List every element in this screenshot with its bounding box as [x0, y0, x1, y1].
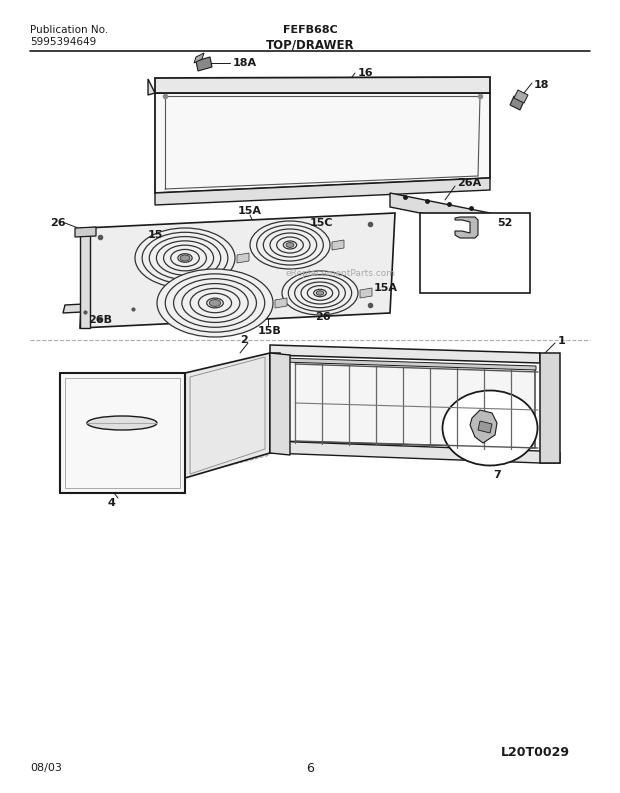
Polygon shape [185, 353, 270, 478]
Polygon shape [196, 57, 212, 71]
Text: 15A: 15A [374, 283, 398, 293]
Polygon shape [80, 213, 395, 328]
Polygon shape [540, 353, 560, 463]
Polygon shape [270, 345, 540, 363]
Text: 1: 1 [558, 336, 565, 346]
Text: 26: 26 [50, 218, 66, 228]
Ellipse shape [282, 271, 358, 315]
Polygon shape [332, 240, 344, 250]
Text: 15B: 15B [258, 326, 281, 336]
Polygon shape [514, 90, 528, 103]
Polygon shape [148, 79, 155, 95]
Polygon shape [60, 373, 185, 493]
Text: 4: 4 [108, 498, 116, 508]
Text: L20T0029: L20T0029 [501, 746, 570, 760]
Polygon shape [63, 288, 380, 313]
Polygon shape [270, 353, 280, 453]
Text: 7: 7 [493, 470, 501, 480]
Polygon shape [282, 358, 536, 370]
Ellipse shape [443, 390, 538, 465]
Polygon shape [280, 361, 535, 448]
Text: eReplacementParts.com: eReplacementParts.com [285, 269, 395, 278]
Polygon shape [155, 77, 490, 93]
Text: 18: 18 [534, 80, 549, 90]
Ellipse shape [286, 243, 294, 247]
Polygon shape [237, 253, 249, 263]
Polygon shape [455, 217, 478, 238]
Ellipse shape [180, 255, 190, 261]
Text: 26A: 26A [457, 178, 481, 188]
Polygon shape [360, 288, 372, 298]
Text: 16: 16 [358, 68, 374, 78]
Text: 15: 15 [148, 230, 164, 240]
Polygon shape [155, 93, 490, 193]
Polygon shape [270, 353, 290, 455]
Ellipse shape [87, 416, 157, 430]
Ellipse shape [316, 291, 324, 295]
Ellipse shape [209, 300, 221, 306]
Text: 52: 52 [497, 218, 512, 228]
Text: 26B: 26B [88, 315, 112, 325]
Text: 5995394649: 5995394649 [30, 37, 96, 47]
Text: 18A: 18A [233, 58, 257, 68]
Bar [420, 213, 530, 293]
Polygon shape [390, 193, 490, 227]
Text: Publication No.: Publication No. [30, 25, 108, 35]
Polygon shape [510, 96, 524, 110]
Ellipse shape [135, 228, 235, 288]
Polygon shape [75, 227, 96, 237]
Text: 15A: 15A [238, 206, 262, 216]
Text: 08/03: 08/03 [30, 763, 62, 773]
Polygon shape [478, 421, 492, 433]
Text: FEFB68C: FEFB68C [283, 25, 337, 35]
Polygon shape [270, 441, 560, 463]
Polygon shape [470, 410, 497, 443]
Text: TOP/DRAWER: TOP/DRAWER [266, 39, 354, 52]
Ellipse shape [157, 269, 273, 337]
Polygon shape [275, 298, 287, 308]
Ellipse shape [250, 221, 330, 269]
Text: 15C: 15C [310, 218, 334, 228]
Polygon shape [155, 178, 490, 205]
Polygon shape [80, 228, 90, 328]
Polygon shape [194, 53, 204, 63]
Text: 2: 2 [240, 335, 248, 345]
Text: 26: 26 [315, 312, 330, 322]
Text: 6: 6 [306, 761, 314, 775]
